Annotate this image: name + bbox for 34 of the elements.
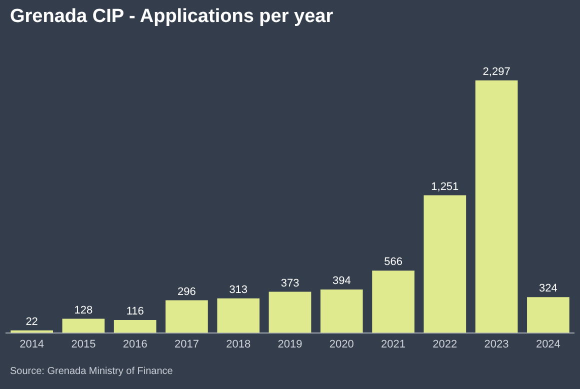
x-tick-label: 2021	[381, 338, 406, 350]
bar	[217, 298, 260, 333]
x-tick-label: 2024	[536, 338, 560, 350]
data-label: 566	[384, 256, 402, 268]
x-tick-label: 2016	[122, 338, 148, 350]
x-tick-label: 2017	[174, 338, 199, 350]
x-tick-label: 2023	[484, 338, 509, 350]
bar	[424, 195, 466, 333]
bar	[114, 320, 156, 333]
bar	[62, 318, 105, 333]
data-label: 1,251	[431, 180, 459, 193]
x-tick-label: 2018	[226, 338, 251, 350]
data-label: 373	[280, 277, 300, 290]
chart-title: Grenada CIP - Applications per year	[10, 6, 334, 28]
bar	[268, 292, 312, 333]
data-label: 128	[74, 304, 93, 316]
data-label: 116	[126, 306, 144, 318]
x-tick-label: 2014	[20, 338, 44, 350]
bar	[527, 297, 570, 333]
bar	[475, 80, 518, 333]
x-tick-label: 2015	[71, 338, 96, 350]
x-tick-label: 2020	[329, 338, 354, 350]
source-note: Source: Grenada Ministry of Finance	[10, 366, 173, 377]
bar	[320, 289, 363, 333]
data-label: 2,297	[482, 66, 510, 78]
data-label: 22	[26, 316, 38, 328]
data-label: 296	[178, 286, 196, 298]
data-label: 324	[539, 282, 558, 295]
bar	[372, 270, 414, 333]
data-label: 313	[229, 284, 248, 296]
data-label: 394	[332, 275, 351, 288]
bar	[166, 300, 208, 333]
x-tick-label: 2019	[278, 338, 302, 350]
x-tick-label: 2022	[432, 338, 458, 350]
